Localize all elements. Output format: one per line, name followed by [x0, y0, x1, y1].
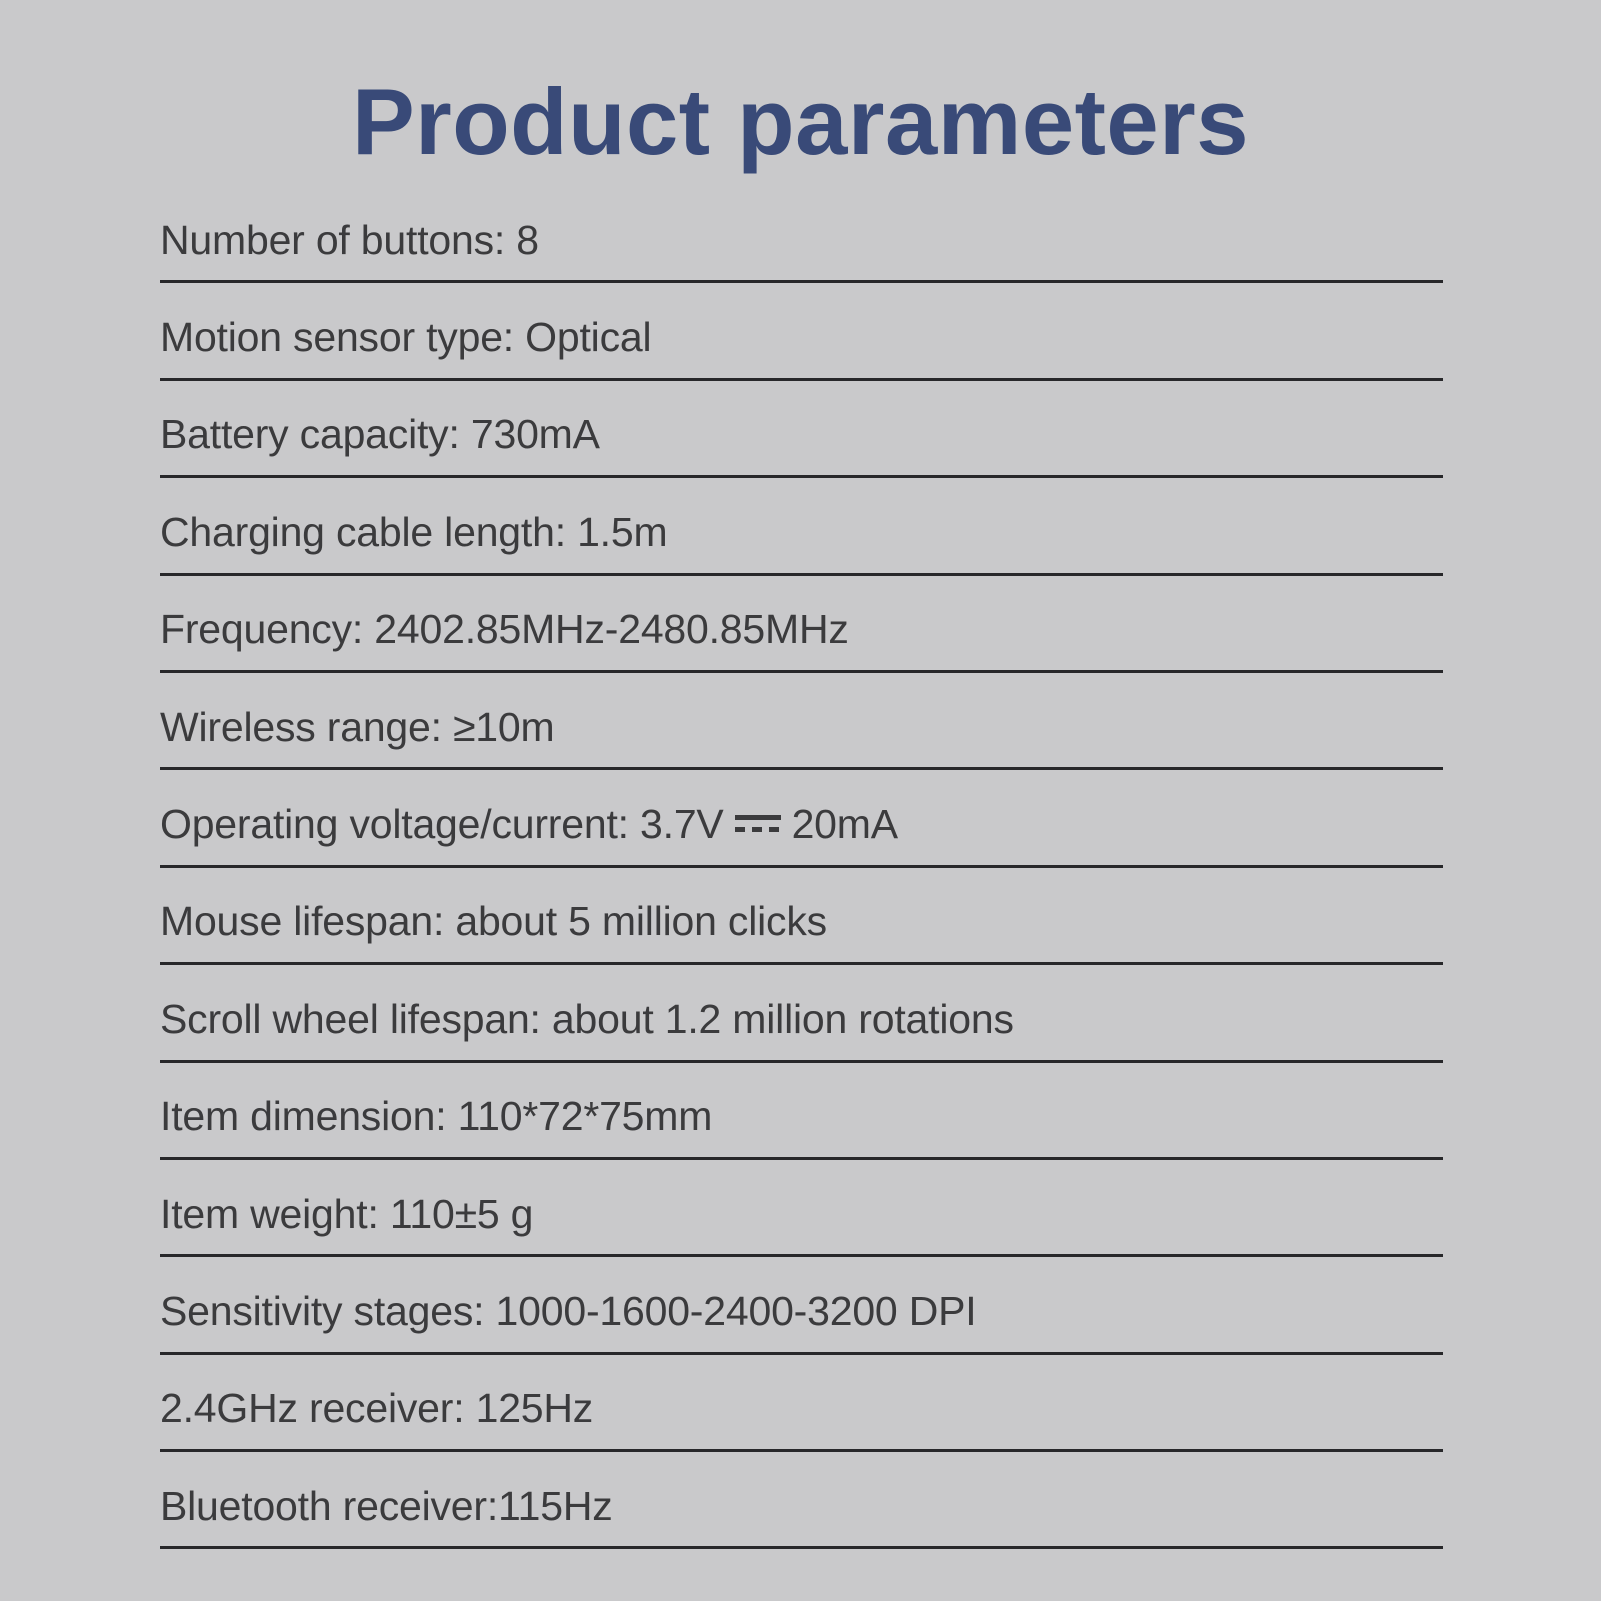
dc-current-icon: [734, 815, 781, 833]
parameter-text: 2.4GHz receiver: 125Hz: [160, 1385, 594, 1432]
parameter-text: Mouse lifespan: about 5 million clicks: [160, 898, 827, 945]
parameter-text: Charging cable length: 1.5m: [160, 508, 668, 555]
parameter-row: Frequency: 2402.85MHz-2480.85MHz: [160, 576, 1443, 673]
parameter-row: Motion sensor type: Optical: [160, 283, 1443, 381]
parameters-list: Number of buttons: 8 Motion sensor type:…: [160, 186, 1443, 1550]
parameter-row: Number of buttons: 8: [160, 186, 1443, 284]
parameter-row: Scroll wheel lifespan: about 1.2 million…: [160, 965, 1443, 1063]
parameter-text: Item weight: 110±5 g: [160, 1190, 534, 1237]
parameter-text: Frequency: 2402.85MHz-2480.85MHz: [160, 606, 849, 653]
parameter-row: Mouse lifespan: about 5 million clicks: [160, 868, 1443, 966]
parameter-row: Wireless range: ≥10m: [160, 673, 1443, 771]
parameter-text: Wireless range: ≥10m: [160, 703, 555, 750]
parameter-row: Operating voltage/current: 3.7V 20mA: [160, 770, 1443, 868]
parameter-row: Bluetooth receiver:115Hz: [160, 1452, 1443, 1550]
parameter-row: Sensitivity stages: 1000-1600-2400-3200 …: [160, 1257, 1443, 1355]
parameter-row: 2.4GHz receiver: 125Hz: [160, 1355, 1443, 1453]
parameter-text: Operating voltage/current: 3.7V 20mA: [160, 801, 898, 848]
parameter-text: Item dimension: 110*72*75mm: [160, 1093, 713, 1140]
parameter-row: Item dimension: 110*72*75mm: [160, 1063, 1443, 1160]
parameter-text: Scroll wheel lifespan: about 1.2 million…: [160, 995, 1014, 1042]
parameter-text: Number of buttons: 8: [160, 216, 539, 263]
parameter-text: Bluetooth receiver:115Hz: [160, 1482, 613, 1529]
parameter-row: Charging cable length: 1.5m: [160, 478, 1443, 576]
page-header: Product parameters: [0, 0, 1601, 186]
parameter-row: Item weight: 110±5 g: [160, 1160, 1443, 1258]
parameter-text-part: 20mA: [791, 801, 899, 848]
page-title: Product parameters: [351, 69, 1250, 174]
parameter-text: Sensitivity stages: 1000-1600-2400-3200 …: [160, 1287, 977, 1334]
parameter-row: Battery capacity: 730mA: [160, 381, 1443, 479]
parameter-text: Motion sensor type: Optical: [160, 314, 652, 361]
parameter-text: Battery capacity: 730mA: [160, 411, 600, 458]
parameter-text-part: Operating voltage/current: 3.7V: [160, 801, 724, 848]
